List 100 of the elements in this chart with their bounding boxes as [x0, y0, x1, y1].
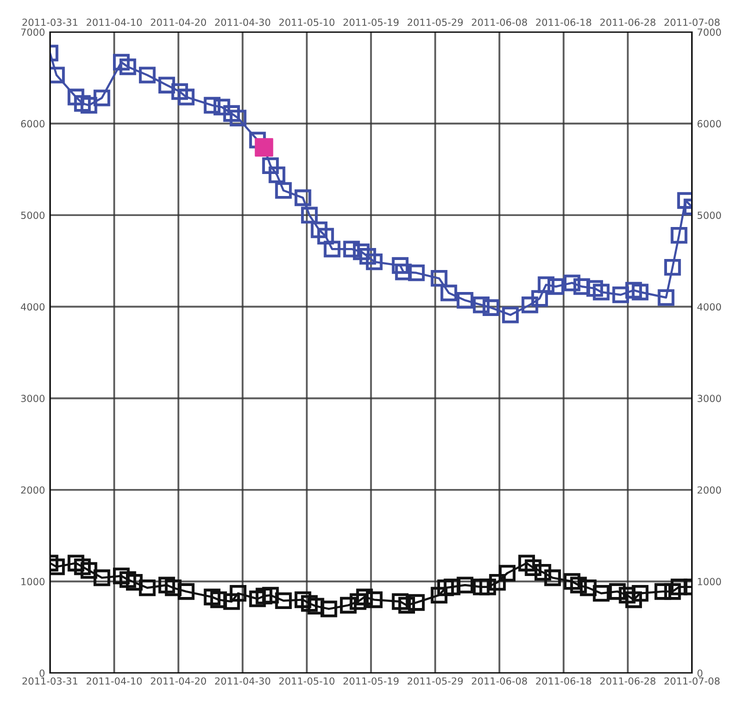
point	[301, 595, 318, 612]
x2-tick-label: 2011-04-20	[150, 18, 206, 26]
x2-tick-label: 2011-03-31	[22, 18, 78, 26]
point	[658, 289, 674, 306]
point	[308, 598, 324, 614]
point	[564, 274, 580, 292]
x-tick-label: 2011-06-08	[472, 677, 527, 685]
y-tick-label: 0	[40, 669, 44, 677]
point	[456, 576, 474, 594]
point	[522, 296, 538, 314]
point	[489, 574, 506, 591]
x2-tick-label: 2011-06-28	[600, 18, 656, 26]
point	[395, 264, 412, 280]
point	[625, 282, 642, 299]
point	[392, 593, 409, 610]
point	[74, 558, 91, 576]
point	[268, 166, 286, 184]
point	[359, 248, 376, 265]
point	[472, 578, 490, 596]
point	[171, 83, 188, 100]
point	[440, 284, 458, 302]
point	[408, 594, 425, 611]
point	[518, 554, 535, 572]
point	[502, 306, 519, 324]
x-tick-label: 2011-04-20	[150, 677, 206, 685]
x2-tick-label: 2011-06-08	[472, 18, 527, 26]
point	[126, 574, 143, 591]
point	[256, 588, 272, 604]
point	[573, 278, 590, 295]
point	[294, 189, 312, 206]
point	[210, 591, 227, 608]
point	[262, 157, 279, 174]
point	[178, 88, 195, 106]
point	[80, 96, 98, 114]
y2-tick-label: 4000	[697, 303, 721, 311]
point	[310, 221, 328, 238]
y-tick-label: 6000	[21, 120, 44, 128]
point	[670, 226, 688, 244]
point	[664, 583, 681, 600]
x-tick-label: 2011-05-29	[408, 677, 463, 685]
x-tick-label: 2011-06-28	[600, 677, 656, 685]
point	[356, 588, 373, 606]
point	[531, 290, 548, 307]
point	[113, 54, 130, 71]
y2-tick-label: 2000	[698, 486, 721, 494]
y2-tick-label: 7000	[698, 28, 721, 36]
point	[138, 580, 156, 596]
point	[664, 259, 681, 276]
x2-tick-label: 2011-04-30	[215, 18, 270, 26]
point	[632, 585, 648, 602]
point	[275, 592, 292, 609]
y-tick-label: 7000	[21, 28, 44, 36]
point	[223, 105, 240, 122]
point	[178, 583, 195, 600]
point	[275, 182, 292, 199]
point	[479, 578, 496, 596]
point	[68, 88, 84, 106]
point	[544, 569, 561, 586]
x2-tick-label: 2011-05-19	[343, 18, 399, 26]
y2-tick-label: 6000	[698, 120, 721, 128]
point	[249, 132, 266, 148]
point	[592, 284, 610, 300]
point	[366, 591, 383, 608]
point	[547, 278, 564, 295]
point	[586, 280, 604, 297]
x-tick-label: 2011-05-19	[343, 677, 399, 685]
point	[249, 590, 266, 608]
point	[119, 571, 136, 588]
point	[301, 206, 318, 224]
point	[204, 96, 220, 114]
point	[223, 593, 240, 610]
x-tick-label: 2011-04-30	[215, 677, 270, 685]
point	[398, 596, 415, 614]
point	[94, 90, 110, 106]
y2-tick-label: 0	[698, 669, 702, 677]
point	[570, 576, 587, 594]
point	[324, 240, 340, 258]
point	[68, 554, 84, 572]
point	[158, 76, 176, 94]
y-tick-label: 5000	[21, 212, 44, 219]
point	[430, 586, 448, 604]
point	[534, 564, 552, 581]
point	[74, 95, 91, 112]
x-tick-label: 2011-07-08	[664, 677, 720, 685]
point	[320, 600, 338, 618]
point	[113, 568, 130, 584]
y2-tick-label: 3000	[698, 394, 721, 402]
x-tick-label: 2011-06-18	[536, 677, 592, 685]
x-tick-label: 2011-04-10	[86, 677, 142, 685]
y2-tick-label: 1000	[698, 578, 721, 586]
x2-tick-label: 2011-04-10	[86, 18, 142, 26]
point	[204, 588, 220, 606]
y-tick-label: 1000	[21, 578, 44, 586]
point	[352, 243, 370, 260]
point	[80, 562, 98, 579]
x2-tick-label: 2011-05-10	[279, 18, 334, 26]
point	[317, 228, 334, 245]
y-tick-label: 2000	[21, 486, 44, 494]
point	[366, 254, 383, 270]
point	[482, 299, 500, 316]
